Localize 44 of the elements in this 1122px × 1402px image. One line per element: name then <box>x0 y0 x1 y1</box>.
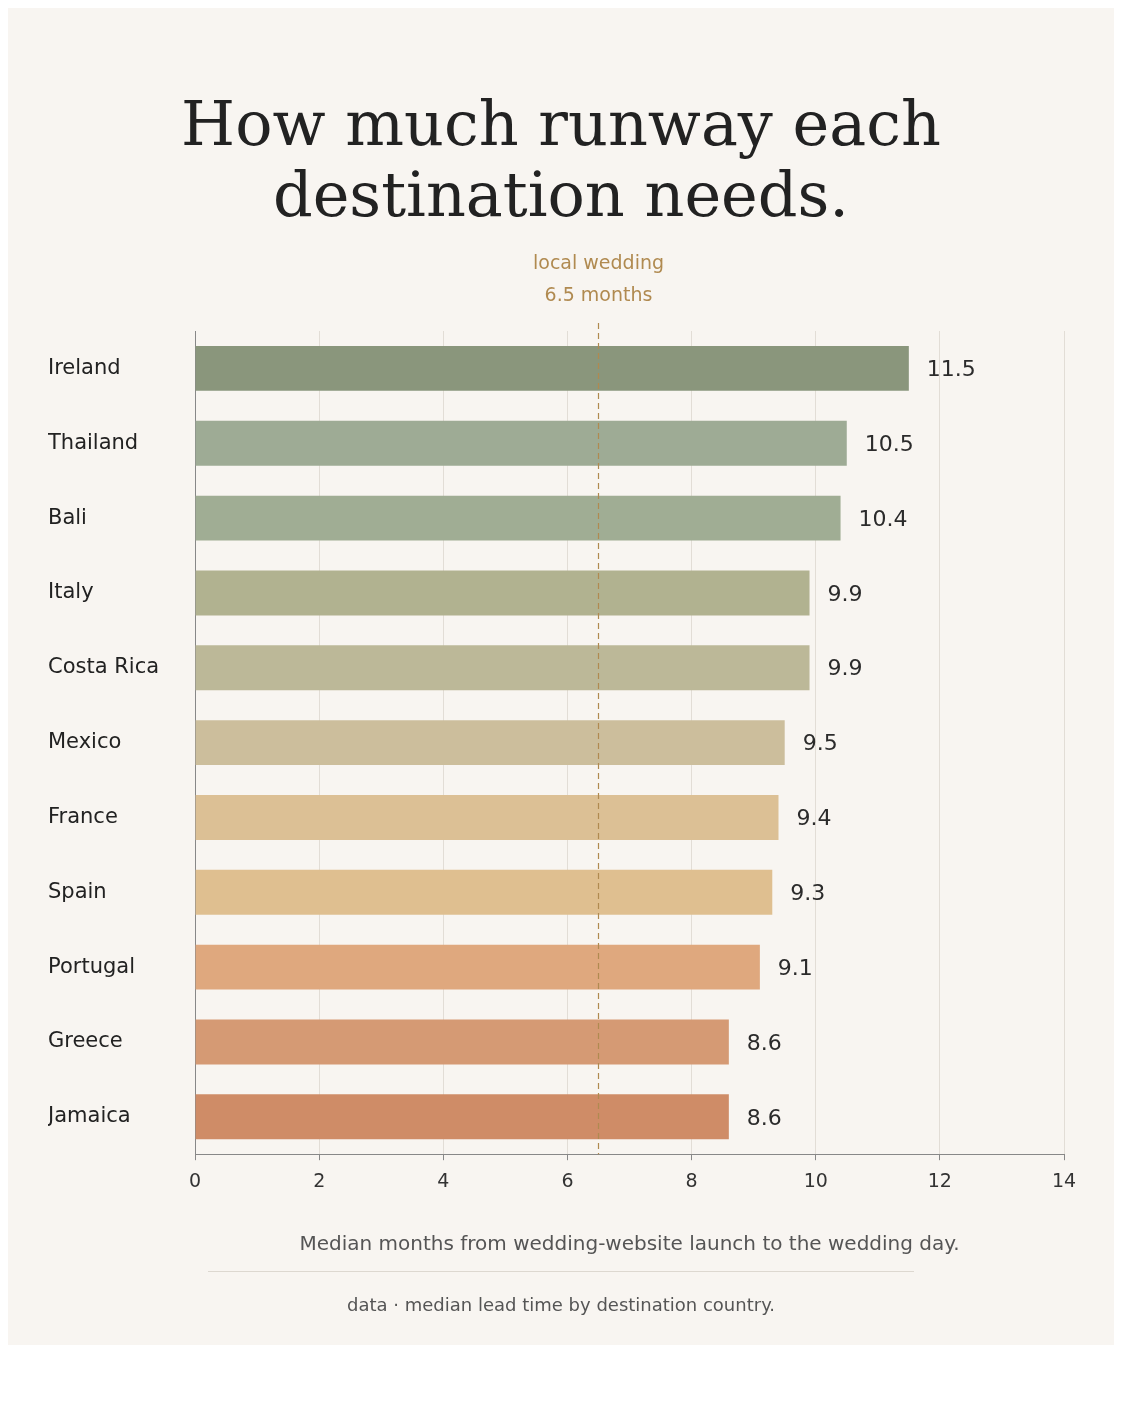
chart-title: How much runway each destination needs. <box>180 86 942 234</box>
x-tick-label: 12 <box>927 1168 952 1191</box>
y-tick-label: Costa Rica <box>48 653 160 678</box>
bar <box>195 495 841 541</box>
text: data · median lead time by destination country. <box>346 1293 776 1315</box>
bar <box>195 869 773 915</box>
bar <box>195 345 909 391</box>
bar <box>195 1019 729 1064</box>
ref-line-label: local wedding 6.5 months <box>532 250 665 305</box>
data-label: 10.5 <box>864 430 914 456</box>
x-tick-label: 8 <box>685 1168 698 1191</box>
x-tick-label: 6 <box>561 1168 574 1191</box>
data-label: 9.9 <box>827 580 863 606</box>
data-label: 9.9 <box>827 655 863 681</box>
bar <box>195 570 810 615</box>
y-tick-label: Thailand <box>47 429 139 454</box>
y-tick-label: Ireland <box>48 354 121 379</box>
bar <box>195 719 785 765</box>
bar <box>195 794 779 840</box>
y-tick-label: Mexico <box>48 728 122 753</box>
y-tick-label: Spain <box>48 878 107 903</box>
data-label: 8.6 <box>746 1029 782 1055</box>
y-tick-label: Portugal <box>48 953 135 978</box>
x-tick-label: 2 <box>313 1168 326 1191</box>
bar <box>195 420 847 466</box>
x-tick-label: 4 <box>437 1168 450 1191</box>
data-label: 11.5 <box>926 355 976 381</box>
data-label: 9.1 <box>777 954 813 980</box>
x-tick-label: 10 <box>803 1168 828 1191</box>
data-label: 10.4 <box>858 505 908 531</box>
y-tick-label: France <box>48 803 118 828</box>
data-label: 9.4 <box>796 804 832 830</box>
y-tick-label: Bali <box>48 504 87 529</box>
y-tick-label: Italy <box>48 578 94 603</box>
x-tick-label: 14 <box>1051 1168 1077 1191</box>
data-label: 9.5 <box>802 729 838 755</box>
data-label: 9.3 <box>790 879 826 905</box>
x-tick-label: 0 <box>189 1168 202 1191</box>
bar <box>195 944 760 990</box>
x-axis-title: Median months from wedding-website launch to the wedding day. <box>299 1230 960 1255</box>
y-tick-label: Greece <box>48 1027 123 1052</box>
bar <box>195 644 810 690</box>
data-label: 8.6 <box>746 1104 782 1130</box>
bar <box>195 1093 729 1139</box>
